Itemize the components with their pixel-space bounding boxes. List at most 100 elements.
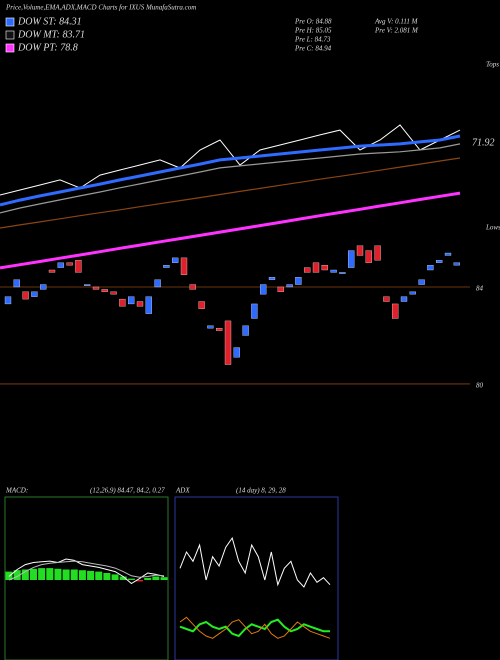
candle-body: [163, 265, 170, 268]
histogram-bar: [87, 570, 95, 580]
candle-body: [436, 260, 443, 263]
histogram-bar: [103, 573, 111, 580]
series-line: [179, 618, 330, 638]
candle-body: [198, 301, 205, 309]
info-label: Pre C: 84.94: [294, 45, 332, 53]
candle-body: [444, 252, 452, 256]
histogram-bar: [46, 568, 54, 580]
adx-frame: [174, 496, 339, 660]
candle-body: [251, 303, 258, 319]
candle-body: [57, 262, 64, 268]
series-line: [0, 124, 461, 196]
series-line: [8, 560, 165, 581]
candle-body: [216, 328, 223, 331]
panel-params: (12,26,9) 84.47, 84.2, 0.27: [90, 487, 165, 495]
candle-body: [233, 347, 240, 358]
legend-label: DOW ST: 84.31: [17, 16, 82, 27]
annotation: Tops: [486, 61, 499, 69]
candle-body: [339, 272, 346, 274]
candle-body: [119, 298, 126, 307]
legend-label: DOW MT: 83.71: [17, 29, 85, 40]
candle-body: [128, 296, 135, 305]
histogram-bar: [38, 568, 46, 580]
candle-body: [180, 257, 188, 275]
candle-body: [304, 267, 311, 273]
candle-body: [145, 296, 152, 314]
y-tick-label: 84: [476, 285, 484, 293]
panel-title: ADX: [175, 487, 190, 495]
candle-body: [101, 289, 108, 292]
legend-swatch: [5, 43, 15, 53]
histogram-bar: [95, 571, 103, 580]
series-line: [0, 143, 461, 214]
candle-body: [365, 250, 372, 263]
candle-body: [13, 279, 20, 288]
histogram-bar: [78, 570, 86, 580]
histogram-bar: [152, 576, 160, 580]
candle-body: [40, 284, 47, 290]
candle-body: [374, 245, 381, 261]
candle-body: [92, 286, 100, 290]
histogram-bar: [119, 576, 127, 580]
histogram-bar: [160, 577, 168, 580]
histogram-bar: [62, 569, 70, 580]
info-label: Pre O: 84.88: [294, 18, 332, 26]
candle-body: [224, 320, 232, 365]
candle-body: [330, 269, 337, 273]
chart-title: Price,Volume,EMA,ADX,MACD Charts for IXU…: [5, 4, 196, 12]
histogram-bar: [127, 578, 135, 580]
candle-body: [400, 296, 408, 302]
series-line: [0, 134, 461, 207]
candle-body: [84, 284, 91, 286]
histogram-bar: [21, 569, 29, 580]
candle-body: [66, 262, 73, 266]
y-tick-label: 80: [476, 382, 484, 390]
candle-body: [260, 284, 267, 295]
candle-body: [418, 279, 425, 285]
histogram-bar: [111, 574, 119, 580]
candle-body: [242, 325, 249, 336]
candle-body: [189, 284, 196, 290]
candle-body: [207, 325, 214, 329]
candle-body: [31, 291, 38, 297]
candle-body: [22, 291, 29, 300]
info-label: Pre V: 2.081 M: [374, 27, 419, 35]
candle-body: [312, 262, 320, 273]
legend-swatch: [5, 30, 15, 40]
candle-body: [427, 265, 434, 271]
histogram-bar: [144, 577, 152, 580]
candle-body: [154, 279, 161, 288]
candle-body: [136, 301, 144, 307]
histogram-bar: [5, 571, 13, 580]
candle-body: [409, 291, 416, 295]
legend-label: DOW PT: 78.8: [17, 42, 78, 53]
candle-body: [295, 277, 302, 285]
histogram-bar: [29, 568, 37, 580]
panel-title: MACD:: [5, 487, 28, 495]
candle-body: [348, 250, 355, 268]
macd-frame: [4, 496, 169, 660]
series-line: [0, 157, 461, 229]
candle-body: [356, 245, 364, 256]
candle-body: [48, 269, 56, 273]
candle-body: [4, 296, 12, 305]
info-label: Pre H: 85.05: [294, 27, 332, 35]
panel-params: (14 day) 8, 29, 28: [236, 487, 286, 495]
candle-body: [277, 286, 284, 292]
candle-body: [75, 260, 82, 273]
candle-body: [321, 265, 328, 271]
info-label: Pre L: 84.73: [294, 36, 331, 44]
annotation: 71.92: [472, 137, 495, 148]
histogram-bar: [70, 569, 78, 580]
candle-body: [172, 257, 179, 263]
candle-body: [268, 277, 276, 280]
series-line: [0, 191, 461, 270]
annotation: Lows: [485, 224, 500, 232]
candle-body: [392, 303, 399, 319]
candle-body: [453, 262, 460, 266]
histogram-bar: [136, 580, 144, 582]
series-line: [8, 558, 165, 585]
